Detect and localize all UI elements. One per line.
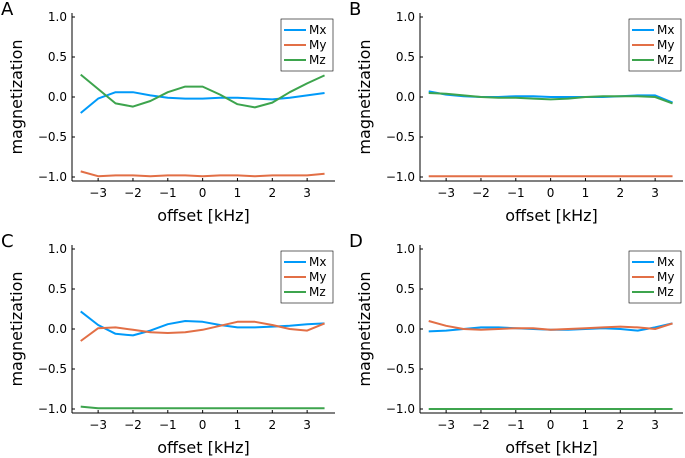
y-axis-label: magnetization bbox=[7, 39, 26, 154]
x-tick-label: 2 bbox=[616, 418, 624, 432]
panel-label: A bbox=[1, 0, 14, 20]
x-tick-label: 2 bbox=[616, 186, 624, 200]
series-line bbox=[80, 91, 325, 114]
x-axis-label: offset [kHz] bbox=[505, 206, 598, 225]
y-tick-label: −1.0 bbox=[386, 170, 415, 184]
y-tick-label: −1.0 bbox=[386, 402, 415, 416]
y-tick-label: 0.0 bbox=[396, 322, 415, 336]
x-axis-label: offset [kHz] bbox=[505, 438, 598, 457]
legend-label: My bbox=[309, 270, 326, 284]
y-tick-label: −0.5 bbox=[38, 362, 67, 376]
y-tick-label: −1.0 bbox=[38, 402, 67, 416]
y-tick-label: 1.0 bbox=[396, 10, 415, 24]
x-axis-label: offset [kHz] bbox=[157, 206, 250, 225]
x-tick-label: −2 bbox=[472, 418, 490, 432]
y-tick-label: 1.0 bbox=[396, 242, 415, 256]
x-tick-label: −1 bbox=[507, 186, 525, 200]
subplot: A −3 −2 −1 0 1 2 3 1.0 0.5 0.0 −0.5 −1.0 offset [kHz]… bbox=[1, 0, 335, 225]
legend-label: Mx bbox=[309, 23, 326, 37]
y-tick-label: 0.5 bbox=[396, 50, 415, 64]
legend-label: My bbox=[657, 38, 674, 52]
legend-label: My bbox=[309, 38, 326, 52]
legend-label: Mx bbox=[309, 255, 326, 269]
x-tick-label: 3 bbox=[651, 418, 659, 432]
x-tick-label: 3 bbox=[303, 186, 311, 200]
panel-label: D bbox=[349, 231, 363, 252]
legend-label: Mz bbox=[309, 285, 326, 299]
y-tick-label: 0.5 bbox=[396, 282, 415, 296]
legend-label: Mx bbox=[657, 23, 674, 37]
legend-label: Mz bbox=[309, 53, 326, 67]
x-tick-label: −2 bbox=[472, 186, 490, 200]
x-tick-label: 1 bbox=[234, 186, 242, 200]
series-line bbox=[80, 73, 325, 109]
series-line bbox=[80, 310, 325, 337]
x-tick-label: −3 bbox=[437, 418, 455, 432]
x-tick-label: 0 bbox=[547, 418, 555, 432]
subplot: B −3 −2 −1 0 1 2 3 1.0 0.5 0.0 −0.5 −1.0 offset [kHz]… bbox=[349, 0, 683, 225]
x-tick-label: 1 bbox=[582, 186, 590, 200]
y-tick-label: 0.5 bbox=[48, 282, 67, 296]
y-tick-label: 0.0 bbox=[396, 90, 415, 104]
series-line bbox=[428, 320, 673, 331]
y-axis-label: magnetization bbox=[355, 271, 374, 386]
series-line bbox=[428, 92, 673, 105]
series-line bbox=[80, 405, 325, 410]
x-tick-label: 1 bbox=[582, 418, 590, 432]
x-tick-label: −3 bbox=[89, 186, 107, 200]
y-tick-label: 1.0 bbox=[48, 10, 67, 24]
legend-label: Mz bbox=[657, 53, 674, 67]
subplot: D −3 −2 −1 0 1 2 3 1.0 0.5 0.0 −0.5 −1.0 offset [kHz]… bbox=[349, 231, 683, 457]
y-tick-label: −0.5 bbox=[386, 362, 415, 376]
panel-label: B bbox=[349, 0, 361, 20]
legend-label: My bbox=[657, 270, 674, 284]
y-tick-label: −0.5 bbox=[38, 130, 67, 144]
series-line bbox=[80, 170, 325, 178]
x-tick-label: −2 bbox=[124, 418, 142, 432]
x-tick-label: 1 bbox=[234, 418, 242, 432]
y-tick-label: 0.0 bbox=[48, 90, 67, 104]
x-tick-label: 0 bbox=[199, 186, 207, 200]
legend-label: Mz bbox=[657, 285, 674, 299]
legend-label: Mx bbox=[657, 255, 674, 269]
series-line bbox=[80, 320, 325, 342]
y-axis-label: magnetization bbox=[7, 271, 26, 386]
x-tick-label: −1 bbox=[159, 418, 177, 432]
x-tick-label: −3 bbox=[89, 418, 107, 432]
subplot: C −3 −2 −1 0 1 2 3 1.0 0.5 0.0 −0.5 −1.0 offset [kHz]… bbox=[1, 231, 335, 457]
x-tick-label: −2 bbox=[124, 186, 142, 200]
y-axis-label: magnetization bbox=[355, 39, 374, 154]
y-tick-label: 1.0 bbox=[48, 242, 67, 256]
y-tick-label: −0.5 bbox=[386, 130, 415, 144]
x-tick-label: −1 bbox=[507, 418, 525, 432]
x-tick-label: 3 bbox=[303, 418, 311, 432]
x-tick-label: −1 bbox=[159, 186, 177, 200]
x-tick-label: 3 bbox=[651, 186, 659, 200]
x-axis-label: offset [kHz] bbox=[157, 438, 250, 457]
x-tick-label: 2 bbox=[268, 418, 276, 432]
y-tick-label: 0.5 bbox=[48, 50, 67, 64]
x-tick-label: 0 bbox=[547, 186, 555, 200]
x-tick-label: 2 bbox=[268, 186, 276, 200]
y-tick-label: −1.0 bbox=[38, 170, 67, 184]
y-tick-label: 0.0 bbox=[48, 322, 67, 336]
x-tick-label: 0 bbox=[199, 418, 207, 432]
x-tick-label: −3 bbox=[437, 186, 455, 200]
panel-label: C bbox=[1, 231, 14, 252]
